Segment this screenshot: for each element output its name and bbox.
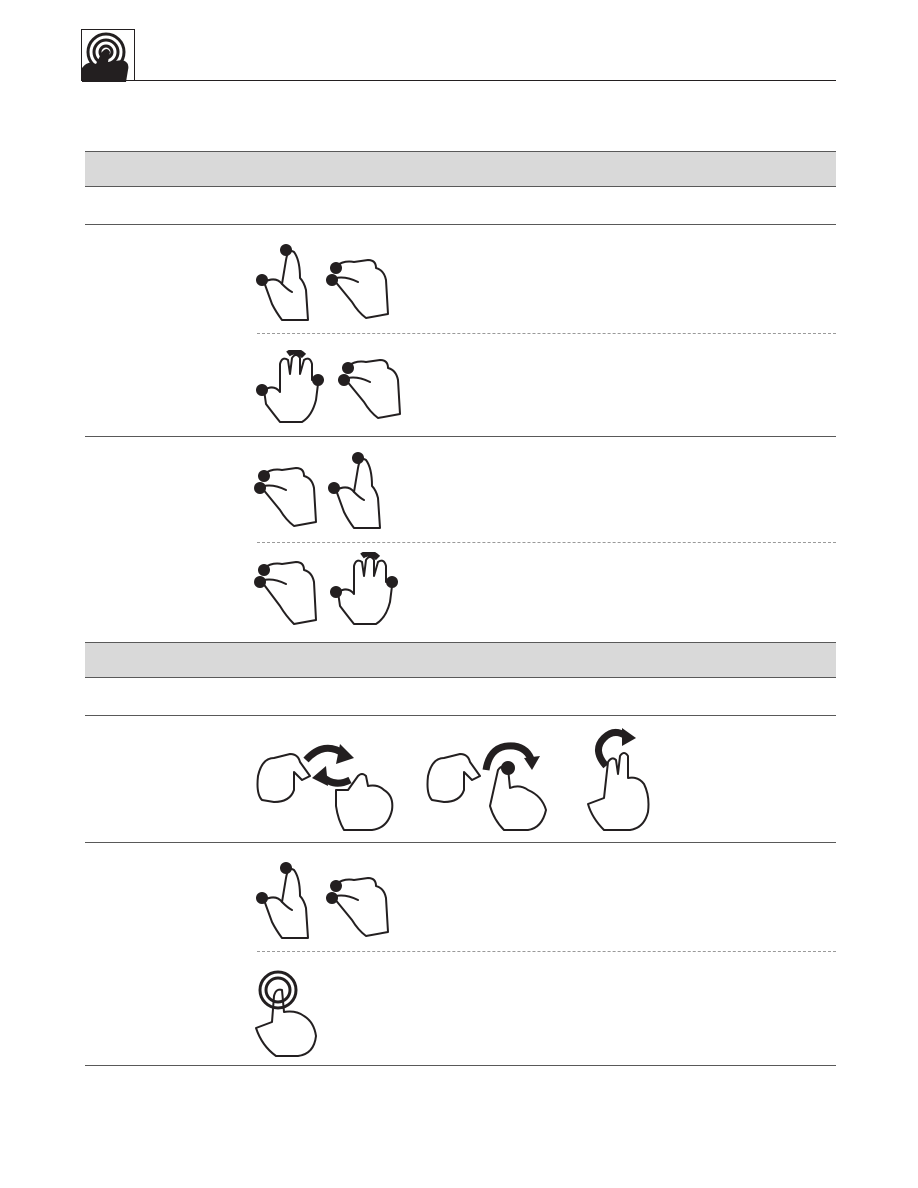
table-bottom-rule [85, 1065, 836, 1066]
section-1-column-headers [85, 187, 836, 225]
touch-gesture-logo-icon [81, 29, 135, 82]
row-1-bottom-rule [85, 436, 836, 437]
row-2-divider [257, 542, 836, 543]
pinch-open-thumb-index-icon [336, 356, 406, 422]
pinch-open-thumb-index-icon [324, 256, 394, 322]
row-4-divider [257, 951, 836, 952]
row-3-bottom-rule [85, 842, 836, 843]
pinch-close-thumb-index-icon [252, 856, 322, 940]
row-1-divider [257, 333, 836, 334]
section-2-header [85, 642, 836, 678]
pinch-open-thumb-index-icon [324, 874, 394, 940]
rotate-two-hands-icon [254, 736, 398, 832]
header-rule [135, 80, 836, 81]
tap-and-hold-icon [252, 968, 322, 1058]
pinch-close-thumb-index-icon [324, 446, 394, 530]
rotate-two-finger-icon [584, 726, 654, 832]
section-1-header [85, 151, 836, 187]
rotate-hand-and-finger-icon [424, 736, 552, 832]
pinch-close-three-finger-icon [252, 350, 328, 424]
section-2-column-headers [85, 678, 836, 716]
pinch-open-thumb-index-icon [252, 464, 322, 530]
pinch-close-three-finger-icon [326, 552, 402, 626]
pinch-close-thumb-index-icon [252, 238, 322, 322]
pinch-open-thumb-index-icon [252, 558, 322, 628]
